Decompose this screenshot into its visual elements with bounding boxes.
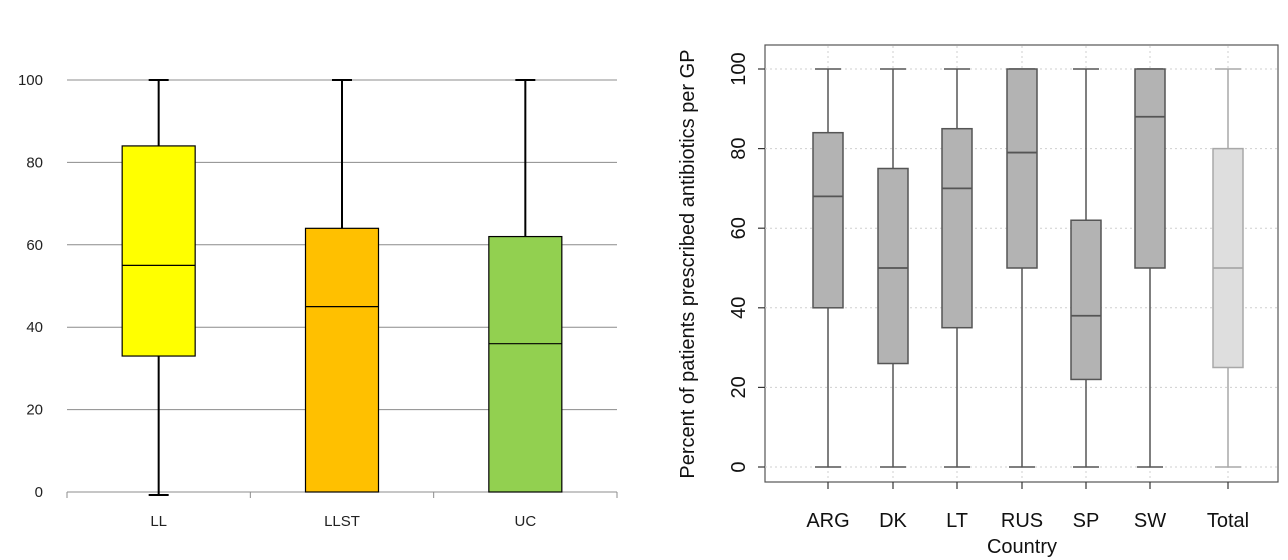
box-body <box>812 131 844 309</box>
right-x-tick-label: LT <box>946 510 968 532</box>
right-x-tick-label: ARG <box>806 510 849 532</box>
right-box-sp <box>1070 68 1102 468</box>
box-body <box>1134 68 1166 269</box>
right-x-axis-title: Country <box>987 536 1057 558</box>
right-box-dk <box>877 68 909 468</box>
left-y-tick-labels: 0 20 40 60 80 100 <box>18 72 43 501</box>
left-x-tick-labels: LL LLST UC <box>150 513 536 530</box>
left-box-uc <box>488 79 563 493</box>
left-x-tick-label: LLST <box>324 513 360 530</box>
box-body <box>941 127 973 329</box>
right-y-axis-title: Percent of patients prescribed antibioti… <box>677 49 699 478</box>
right-y-tick-labels: 0 20 40 60 80 100 <box>728 52 765 473</box>
right-y-tick-label: 100 <box>728 52 750 85</box>
left-box-chart: 0 20 40 60 80 100 LL LLST UC <box>18 72 618 530</box>
left-y-tick-label: 0 <box>35 484 43 501</box>
left-y-tick-label: 100 <box>18 72 43 89</box>
box-body <box>304 227 380 493</box>
right-x-tick-label: RUS <box>1001 510 1043 532</box>
right-x-tick-label: SW <box>1134 510 1166 532</box>
left-box-ll <box>121 79 196 496</box>
right-box-lt <box>941 68 973 468</box>
right-y-tick-label: 0 <box>728 461 750 472</box>
right-boxes <box>812 68 1244 468</box>
right-box-arg <box>812 68 844 468</box>
right-box-chart: 0 20 40 60 80 100 ARG DK LT RUS SP SW Total Country… <box>677 44 1279 558</box>
left-y-tick-label: 80 <box>26 154 43 171</box>
box-body <box>1212 147 1244 369</box>
left-y-tick-label: 20 <box>26 402 43 419</box>
left-x-tick-label: UC <box>514 513 536 530</box>
box-body <box>121 145 196 357</box>
left-y-tick-label: 60 <box>26 237 43 254</box>
right-x-tick-label: Total <box>1207 510 1249 532</box>
right-y-tick-label: 40 <box>728 297 750 319</box>
right-box-total <box>1212 68 1244 468</box>
left-box-llst <box>304 79 380 493</box>
left-boxes <box>121 79 563 496</box>
box-body <box>1070 219 1102 381</box>
left-y-tick-label: 40 <box>26 319 43 336</box>
box-body <box>877 167 909 365</box>
right-x-tick-label: SP <box>1073 510 1100 532</box>
box-body <box>1006 68 1038 269</box>
left-x-tick-label: LL <box>150 513 167 530</box>
right-box-sw <box>1134 68 1166 468</box>
right-x-tick-label: DK <box>879 510 907 532</box>
box-body <box>488 235 563 493</box>
right-y-tick-label: 20 <box>728 376 750 398</box>
right-box-rus <box>1006 68 1038 468</box>
right-y-tick-label: 80 <box>728 137 750 159</box>
right-y-tick-label: 60 <box>728 217 750 239</box>
right-x-tick-labels: ARG DK LT RUS SP SW Total <box>806 482 1249 532</box>
